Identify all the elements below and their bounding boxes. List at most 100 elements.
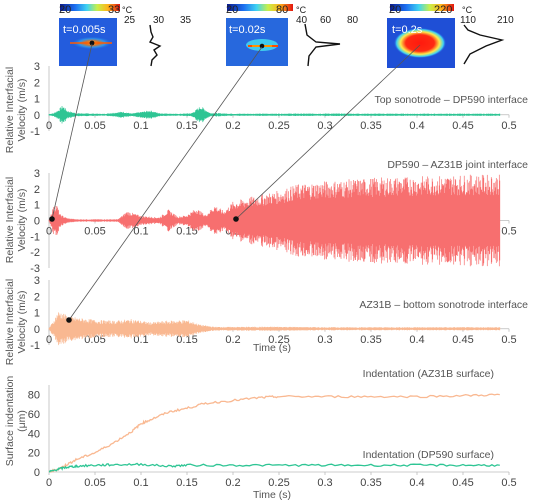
connector-line [51,43,93,220]
y-tick-label: 3 [34,275,40,287]
connector-line [235,44,421,220]
unit-label: °C [462,5,473,15]
y-tick-label: -3 [30,263,40,275]
y-tick-label: -1 [30,231,40,243]
y-tick-label: 0 [34,467,40,479]
marks-layer [48,106,501,474]
colorbar-max-label: 33 [108,4,120,16]
thermal-inset-2: 20 80 °C t=0.02s 40 60 80 [226,4,359,67]
temperature-profile: 25 30 35 [124,15,192,67]
x-tick-label: 0.1 [133,477,148,489]
y-label-line2: Velocity (m/s) [16,188,28,251]
x-tick-label: 0.2 [225,120,240,132]
x-tick-label: 0.5 [501,120,516,132]
series-label: Indentation (AZ31B surface) [363,368,494,380]
y-tick-label: 3 [34,61,40,73]
y-tick-label: 60 [28,409,40,421]
x-tick-label: 0.05 [84,334,105,346]
x-tick-label: 0.5 [501,226,516,238]
y-tick-label: -1 [30,126,40,138]
profile-tick: 25 [124,15,136,26]
x-tick-label: 0.25 [268,334,289,346]
x-tick-label: 0.3 [317,120,332,132]
y-tick-label: 1 [34,94,40,106]
colorbar [390,4,454,11]
profile-tick: 80 [347,15,359,26]
colorbar-max-label: 220 [434,4,452,16]
y-tick-label: -2 [30,247,40,259]
profile-tick: 210 [497,15,514,26]
x-tick-label: 0.1 [133,120,148,132]
x-tick-label: 0.45 [452,477,473,489]
marker-dot [233,216,239,222]
time-label: t=0.2s [392,24,423,36]
y-tick-label: 2 [34,77,40,89]
unit-label: °C [296,5,307,15]
y-tick-label: 3 [34,168,40,180]
time-label: t=0.02s [229,24,266,36]
y-tick-label: -1 [30,340,40,352]
x-tick-label: 0.3 [317,334,332,346]
x-tick-label: 0.15 [176,334,197,346]
y-tick-label: 0 [34,324,40,336]
x-tick-label: 0.15 [176,120,197,132]
signal-series [48,312,501,346]
indentation-line [48,462,500,473]
y-label-line1: Relative Interfacial [4,67,16,153]
signal-series [48,174,501,267]
temperature-profile: 110 210 [460,15,514,65]
marker-dot [49,216,55,222]
y-label-line2: Velocity (m/s) [16,290,28,353]
thermal-inset-1: 20 33 °C t=0.005s 25 30 35 [59,4,192,67]
profile-tick: 40 [296,15,308,26]
temperature-profile: 40 60 80 [296,15,359,67]
colorbar-min-label: 20 [389,4,401,16]
x-tick-label: 0.45 [452,334,473,346]
panel-annotation: DP590 – AZ31B joint interface [387,159,528,171]
y-tick-label: 2 [34,291,40,303]
x-tick-label: 0.45 [452,120,473,132]
x-tick-label: 0.25 [268,477,289,489]
colorbar [227,4,293,11]
x-tick-label: 0 [46,226,52,238]
profile-tick: 60 [320,15,332,26]
x-tick-label: 0.5 [501,334,516,346]
colorbar [60,4,120,11]
x-tick-label: 0.4 [409,120,424,132]
y-tick-label: 40 [28,428,40,440]
y-tick-label: 0 [34,110,40,122]
unit-label: °C [122,5,133,15]
marker-dot [66,317,72,323]
time-label: t=0.005s [63,24,106,36]
x-tick-label: 0.4 [409,334,424,346]
y-axis-label: Relative Interfacial Velocity (m/s) [4,279,28,365]
x-tick-label: 0.05 [84,120,105,132]
x-tick-label: 0 [46,334,52,346]
x-tick-label: 0 [46,477,52,489]
colorbar-min-label: 20 [59,4,71,16]
y-tick-label: 1 [34,200,40,212]
panel-annotation: Top sonotrode – DP590 interface [374,94,528,106]
inset-connectors [49,43,421,323]
y-label-line1: Surface indentation [4,376,16,467]
x-tick-label: 0.35 [360,120,381,132]
x-tick-label: 0.05 [84,477,105,489]
x-tick-label: 0.2 [225,477,240,489]
y-axis-label: Relative Interfacial Velocity (m/s) [4,177,28,263]
y-axis-label: Surface indentation (μm) [4,376,28,467]
x-tick-label: 0.1 [133,334,148,346]
profile-tick: 35 [180,15,192,26]
x-tick-label: 0.15 [176,477,197,489]
profile-tick: 110 [460,15,476,26]
x-axis-label: Time (s) [253,489,291,501]
y-tick-label: 20 [28,448,40,460]
colorbar-min-label: 20 [226,4,238,16]
y-label-line1: Relative Interfacial [4,177,16,263]
indentation-line [48,393,500,474]
panel-annotation: AZ31B – bottom sonotrode interface [359,299,528,311]
thermal-inset-3: 20 220 °C t=0.2s 110 210 [387,4,514,68]
x-tick-label: 0 [46,120,52,132]
y-tick-label: 2 [34,184,40,196]
x-axis-label: Time (s) [253,342,291,354]
